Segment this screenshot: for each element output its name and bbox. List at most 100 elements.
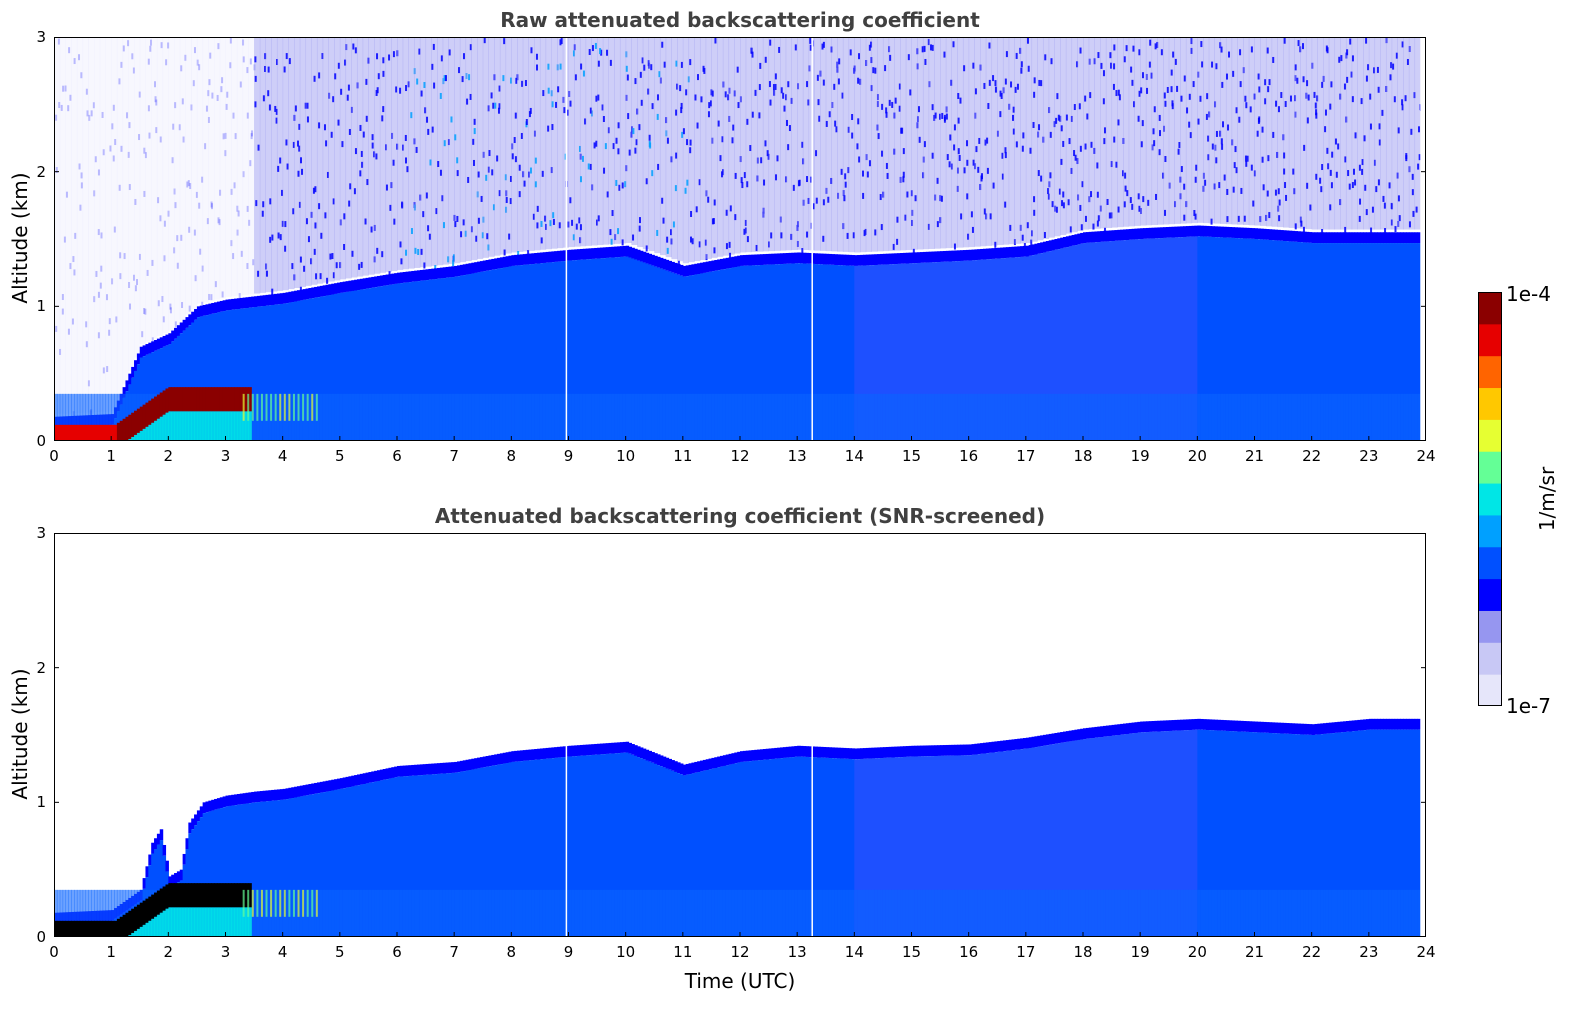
bl-edge <box>331 283 335 295</box>
bl-surface <box>965 889 970 937</box>
bl-body <box>291 302 295 441</box>
noise-column <box>174 37 181 326</box>
bl-edge <box>1060 237 1064 249</box>
intense-aerosol <box>94 920 98 937</box>
bl-surface <box>662 393 667 441</box>
noise-speckle <box>736 66 739 73</box>
bl-body <box>971 260 975 441</box>
bl-body <box>599 258 604 441</box>
bl-body <box>805 756 810 937</box>
bl-edge <box>511 255 515 266</box>
noise-column <box>111 37 118 412</box>
bl-edge <box>751 254 755 266</box>
bl-edge <box>788 746 793 758</box>
noise-speckle <box>651 170 654 177</box>
noise-column <box>94 37 101 413</box>
noise-speckle <box>318 72 321 79</box>
bl-body <box>1274 733 1278 937</box>
noise-speckle <box>797 83 800 90</box>
noise-column <box>282 37 289 291</box>
noise-speckle <box>211 203 214 210</box>
intense-aerosol <box>82 920 87 937</box>
intense-aerosol <box>136 408 141 433</box>
noise-column <box>831 37 838 252</box>
noise-speckle <box>764 140 767 147</box>
aerosol-streak <box>256 889 259 917</box>
bl-surface <box>911 393 915 441</box>
noise-speckle <box>509 175 512 182</box>
bl-surface <box>694 889 698 937</box>
noise-speckle <box>1183 183 1186 190</box>
bl-edge <box>274 293 278 305</box>
bl-surface <box>1308 889 1313 937</box>
noise-column <box>780 37 787 251</box>
bl-body <box>1014 257 1018 441</box>
bl-surface <box>457 393 461 441</box>
noise-speckle <box>285 139 288 146</box>
aerosol-streak <box>288 393 291 421</box>
noise-speckle <box>1190 38 1193 45</box>
noise-speckle <box>1294 75 1297 82</box>
noise-speckle <box>572 50 575 57</box>
bl-body <box>771 758 775 937</box>
noise-speckle <box>458 67 461 74</box>
bl-edge <box>485 756 490 767</box>
bl-body <box>1065 247 1070 441</box>
noise-speckle <box>433 82 436 89</box>
noise-speckle <box>435 208 438 215</box>
bl-surface <box>617 889 621 937</box>
noise-speckle <box>1277 106 1280 113</box>
noise-speckle <box>447 256 450 263</box>
noise-speckle <box>456 157 459 164</box>
bl-surface <box>1100 393 1104 441</box>
bl-edge <box>997 741 1001 752</box>
bl-surface <box>920 889 924 937</box>
bl-body <box>557 261 561 441</box>
noise-speckle <box>691 238 694 245</box>
noise-speckle <box>679 85 682 92</box>
bl-body <box>571 260 575 441</box>
bl-body <box>537 263 541 441</box>
bl-body <box>768 264 773 441</box>
noise-speckle <box>851 114 854 121</box>
noise-speckle <box>382 106 385 113</box>
bl-body <box>385 779 390 937</box>
bl-edge <box>902 252 907 264</box>
bl-surface <box>285 889 289 937</box>
noise-column <box>1168 37 1175 225</box>
bl-edge <box>314 286 318 298</box>
bl-surface <box>99 393 104 441</box>
bl-edge <box>857 748 861 760</box>
bl-body <box>1005 750 1010 937</box>
noise-speckle <box>113 226 116 233</box>
bl-surface <box>882 393 887 441</box>
noise-speckle <box>802 199 805 206</box>
aerosol-green <box>225 411 229 441</box>
noise-speckle <box>1141 120 1144 127</box>
bl-surface <box>1200 889 1204 937</box>
noise-speckle <box>325 140 328 147</box>
intense-aerosol <box>185 883 189 908</box>
noise-column <box>1008 37 1015 245</box>
bl-edge <box>971 744 975 755</box>
noise-speckle <box>1060 158 1063 165</box>
noise-speckle <box>1346 49 1349 56</box>
noise-speckle <box>510 77 513 84</box>
noise-speckle <box>406 166 409 173</box>
noise-column <box>168 37 175 331</box>
intense-aerosol <box>179 387 184 412</box>
bl-body <box>1311 243 1316 441</box>
noise-column <box>254 37 261 294</box>
bl-edge <box>488 755 492 767</box>
noise-speckle <box>264 65 267 72</box>
bl-surface <box>1348 889 1353 937</box>
bl-body <box>262 305 267 441</box>
bl-edge <box>1345 720 1350 732</box>
noise-speckle <box>174 321 177 328</box>
bl-body <box>497 764 501 937</box>
noise-speckle <box>236 205 239 212</box>
bl-surface <box>122 393 127 441</box>
bl-surface <box>562 393 567 441</box>
bl-edge <box>868 254 873 266</box>
intense-aerosol <box>134 906 138 931</box>
